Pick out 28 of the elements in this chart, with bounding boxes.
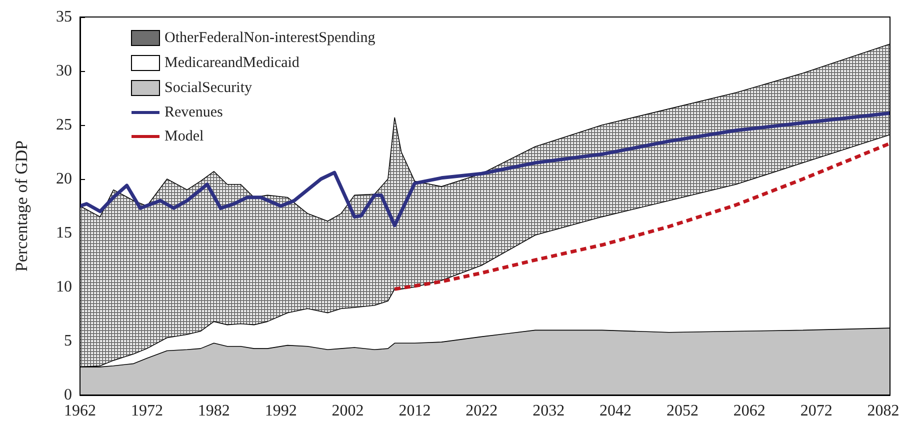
y-axis-title: Percentage of GDP [12, 140, 31, 272]
x-tick-label: 1962 [64, 402, 96, 420]
x-tick-label: 2062 [733, 402, 766, 420]
x-tick-label: 1972 [130, 402, 163, 420]
y-tick-label: 15 [56, 224, 72, 242]
line-series [392, 142, 892, 291]
y-tick-label: 10 [56, 278, 72, 296]
y-tick-label: 5 [64, 332, 72, 350]
x-tick-label: 2002 [332, 402, 364, 420]
x-tick-label: 2052 [666, 402, 698, 420]
legend-label: OtherFederalNon-interestSpending [164, 30, 376, 46]
legend-label: MedicareandMedicaid [164, 55, 300, 71]
x-tick-label: 1982 [198, 402, 230, 420]
x-tick-label: 2072 [800, 402, 832, 420]
legend-label: Revenues [164, 104, 223, 120]
x-tick-label: 2022 [466, 402, 498, 420]
y-tick-label: 20 [56, 170, 72, 188]
y-tick-label: 30 [56, 62, 72, 80]
x-tick-label: 2082 [867, 402, 900, 420]
x-tick-label: 2032 [532, 402, 565, 420]
legend-label: Model [164, 128, 204, 144]
x-tick-label: 2042 [600, 402, 632, 420]
x-tick-label: 1992 [264, 402, 297, 420]
y-tick-label: 0 [64, 386, 72, 404]
y-tick-label: 35 [56, 8, 72, 26]
x-tick-label: 2012 [398, 402, 431, 420]
y-tick-label: 25 [56, 116, 72, 134]
legend-label: SocialSecurity [164, 80, 252, 96]
